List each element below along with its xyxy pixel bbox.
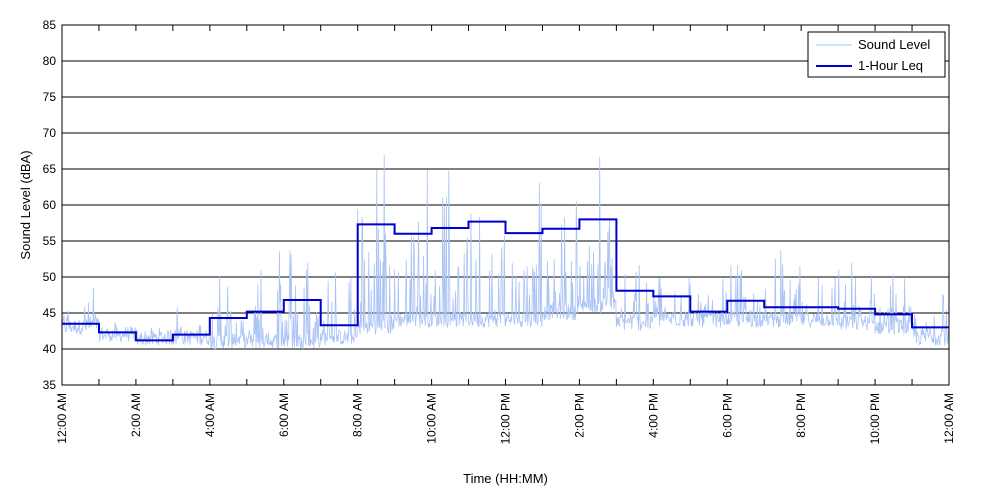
- y-tick-label: 65: [43, 162, 57, 176]
- y-tick-label: 55: [43, 234, 57, 248]
- x-tick-label: 6:00 PM: [720, 393, 734, 438]
- x-tick-label: 12:00 AM: [55, 393, 69, 444]
- y-axis-title: Sound Level (dBA): [18, 150, 33, 259]
- y-tick-label: 75: [43, 90, 57, 104]
- x-tick-label: 2:00 PM: [572, 393, 586, 438]
- y-tick-label: 70: [43, 126, 57, 140]
- x-axis: 12:00 AM 2:00 AM 4:00 AM 6:00 AM 8:00 AM 10:0…: [55, 25, 956, 444]
- leq-step-line: [62, 218, 949, 342]
- x-tick-label: 6:00 AM: [277, 393, 291, 437]
- x-tick-label: 4:00 PM: [646, 393, 660, 438]
- legend-label-sound-level: Sound Level: [858, 37, 930, 52]
- x-tick-label: 8:00 PM: [794, 393, 808, 438]
- x-tick-label: 2:00 AM: [129, 393, 143, 437]
- y-tick-label: 50: [43, 270, 57, 284]
- y-tick-label: 85: [43, 18, 57, 32]
- y-axis: 35 40 45 50 55 60 65 70 75 80 85: [43, 18, 949, 392]
- y-tick-label: 60: [43, 198, 57, 212]
- x-axis-title: Time (HH:MM): [463, 471, 548, 486]
- legend: Sound Level 1-Hour Leq: [807, 31, 946, 78]
- grid-lines: [62, 60, 949, 350]
- y-tick-label: 35: [43, 378, 57, 392]
- x-tick-label: 8:00 AM: [351, 393, 365, 437]
- x-tick-label: 10:00 AM: [425, 393, 439, 444]
- sound-level-line: [61, 154, 950, 350]
- legend-label-leq: 1-Hour Leq: [858, 58, 923, 73]
- leq-series: [62, 218, 949, 342]
- x-tick-label: 10:00 PM: [868, 393, 882, 444]
- y-tick-label: 45: [43, 306, 57, 320]
- y-tick-label: 80: [43, 54, 57, 68]
- legend-box: [807, 31, 946, 78]
- y-tick-label: 40: [43, 342, 57, 356]
- x-tick-label: 12:00 PM: [499, 393, 513, 444]
- x-tick-label: 12:00 AM: [942, 393, 956, 444]
- sound-level-series: [61, 154, 950, 350]
- x-tick-label: 4:00 AM: [203, 393, 217, 437]
